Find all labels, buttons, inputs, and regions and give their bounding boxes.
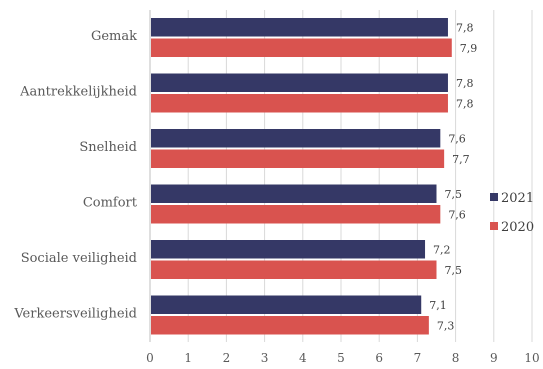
bar-2021 — [151, 129, 441, 148]
data-label: 7,5 — [445, 264, 463, 277]
data-label: 7,3 — [437, 319, 455, 332]
x-tick-label: 6 — [375, 351, 383, 365]
data-label: 7,8 — [456, 97, 474, 110]
x-tick-label: 1 — [184, 351, 192, 365]
data-label: 7,6 — [448, 208, 466, 221]
gridlines — [149, 10, 533, 342]
bar-2020 — [151, 205, 441, 224]
x-tick-label: 10 — [524, 351, 539, 365]
data-label: 7,8 — [456, 77, 474, 90]
category-label: Aantrekkelijkheid — [19, 84, 137, 99]
x-tick-label: 9 — [490, 351, 498, 365]
x-tick-label: 4 — [299, 351, 307, 365]
data-label: 7,6 — [448, 132, 466, 145]
legend: 2021 2020 — [490, 191, 534, 235]
data-label: 7,9 — [460, 42, 478, 55]
x-tick-label: 0 — [146, 351, 154, 365]
category-label: Verkeersveiligheid — [13, 306, 137, 321]
bar-2021 — [151, 18, 448, 37]
category-labels: Gemak Aantrekkelijkheid Snelheid Comfort Soc… — [13, 29, 137, 322]
bar-2020 — [151, 38, 452, 57]
bar-2021 — [151, 240, 426, 259]
data-label: 7,7 — [452, 153, 470, 166]
data-label: 7,2 — [433, 243, 451, 256]
bar-2021 — [151, 184, 437, 203]
data-label: 7,8 — [456, 21, 474, 34]
bar-2021 — [151, 295, 422, 314]
x-tick-label: 5 — [337, 351, 345, 365]
bars — [151, 18, 452, 335]
category-label: Gemak — [91, 29, 137, 44]
x-tick-label: 8 — [452, 351, 460, 365]
category-label: Sociale veiligheid — [21, 251, 137, 266]
legend-label: 2020 — [501, 220, 534, 235]
data-label: 7,1 — [429, 299, 447, 312]
bar-2020 — [151, 94, 448, 113]
legend-swatch-2020 — [490, 222, 498, 230]
category-label: Comfort — [83, 195, 138, 210]
legend-label: 2021 — [501, 191, 534, 206]
x-tick-label: 7 — [414, 351, 422, 365]
bar-2020 — [151, 149, 445, 168]
bar-2020 — [151, 260, 437, 279]
x-tick-label: 2 — [223, 351, 231, 365]
legend-swatch-2021 — [490, 193, 498, 201]
bar-2021 — [151, 73, 448, 92]
data-labels: 7,8 7,9 7,8 7,8 7,6 7,7 7,5 7,6 7,2 7,5 7,1 7,3 — [429, 21, 477, 332]
data-label: 7,5 — [445, 188, 463, 201]
x-tick-label: 3 — [261, 351, 269, 365]
bar-2020 — [151, 316, 429, 335]
category-label: Snelheid — [79, 140, 137, 155]
x-tick-labels: 0 1 2 3 4 5 6 7 8 9 10 — [146, 351, 539, 365]
